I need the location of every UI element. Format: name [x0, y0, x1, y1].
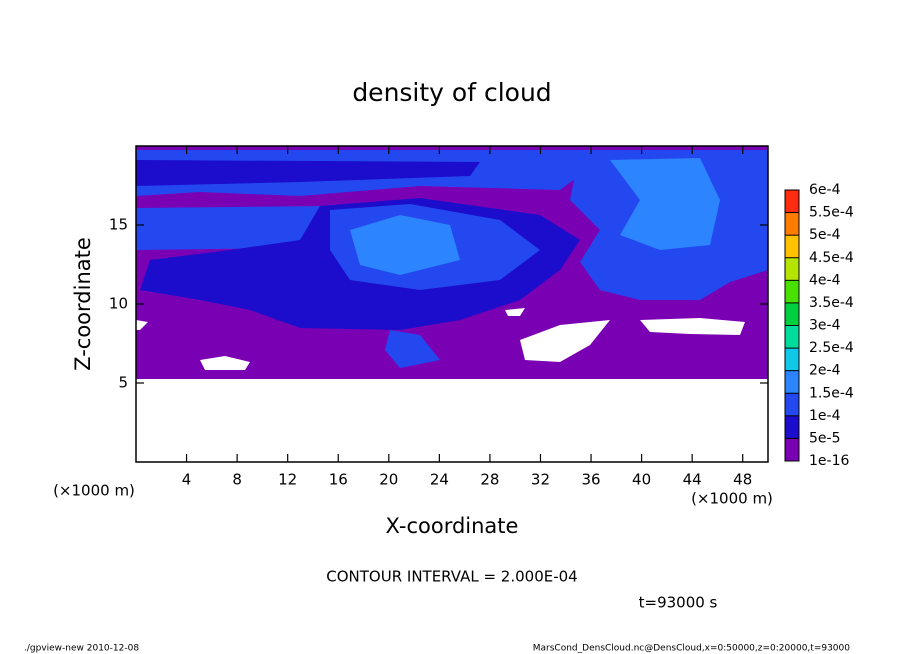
x-tick-label: 36 [581, 471, 600, 489]
contour-fill [610, 158, 720, 250]
y-axis-label: Z-coordinate [71, 237, 95, 371]
footer-left: ./gpview-new 2010-12-08 [24, 644, 139, 654]
y-tick-label: 10 [109, 295, 128, 313]
x-tick-label: 28 [480, 471, 499, 489]
footer-right: MarsCond_DensCloud.nc@DensCloud,x=0:5000… [533, 644, 850, 654]
colorbar-label: 5e-4 [809, 227, 841, 243]
colorbar-label: 3e-4 [809, 318, 841, 334]
x-tick-label: 4 [182, 471, 192, 489]
colorbar-label: 5e-5 [809, 430, 840, 446]
y-tick-label: 5 [118, 374, 128, 392]
colorbar-box [785, 438, 799, 461]
contour-field [136, 146, 768, 379]
contour-gap [520, 320, 610, 362]
x-unit: (×1000 m) [691, 490, 773, 508]
colorbar-box [785, 257, 799, 281]
x-tick-label: 20 [379, 471, 398, 489]
colorbar-label: 2.5e-4 [809, 340, 854, 356]
contour-interval: CONTOUR INTERVAL = 2.000E-04 [326, 568, 577, 586]
colorbar-label: 1e-16 [809, 453, 849, 469]
x-tick-label: 16 [329, 471, 348, 489]
contour-gap [136, 320, 148, 330]
colorbar-box [785, 415, 799, 439]
x-tick-label: 44 [683, 471, 702, 489]
x-axis-label: X-coordinate [386, 514, 519, 538]
contour-fill [136, 206, 350, 250]
colorbar-box [785, 190, 799, 213]
colorbar-box [785, 393, 799, 416]
colorbar-label: 2e-4 [809, 363, 841, 379]
colorbar-box [785, 325, 799, 349]
contour-fill [385, 330, 440, 368]
colorbar-label: 1.5e-4 [809, 385, 854, 401]
x-tick-label: 24 [430, 471, 449, 489]
contour-fill [136, 160, 480, 186]
colorbar-label: 3.5e-4 [809, 295, 854, 311]
colorbar-label: 4.5e-4 [809, 250, 854, 266]
x-tick-label: 12 [278, 471, 297, 489]
x-tick-label: 40 [632, 471, 651, 489]
colorbar-label: 1e-4 [809, 408, 841, 424]
colorbar-box [785, 370, 799, 394]
colorbar-box [785, 212, 799, 236]
time-label: t=93000 s [639, 594, 718, 612]
x-tick-label: 8 [232, 471, 242, 489]
contour-gap [200, 356, 250, 370]
colorbar-label: 5.5e-4 [809, 205, 854, 221]
colorbar-label: 6e-4 [809, 182, 841, 198]
colorbar-box [785, 280, 799, 303]
contour-fill [350, 215, 460, 275]
contour-gap [640, 318, 745, 335]
x-tick-label: 32 [531, 471, 550, 489]
colorbar-box [785, 348, 799, 371]
y-unit: (×1000 m) [53, 482, 135, 500]
colorbar-box [785, 302, 799, 326]
colorbar-label: 4e-4 [809, 272, 841, 288]
y-tick-label: 15 [109, 216, 128, 234]
contour-gap [505, 308, 525, 316]
colorbar-box [785, 235, 799, 258]
chart-title: density of cloud [352, 78, 551, 107]
x-tick-label: 48 [733, 471, 752, 489]
